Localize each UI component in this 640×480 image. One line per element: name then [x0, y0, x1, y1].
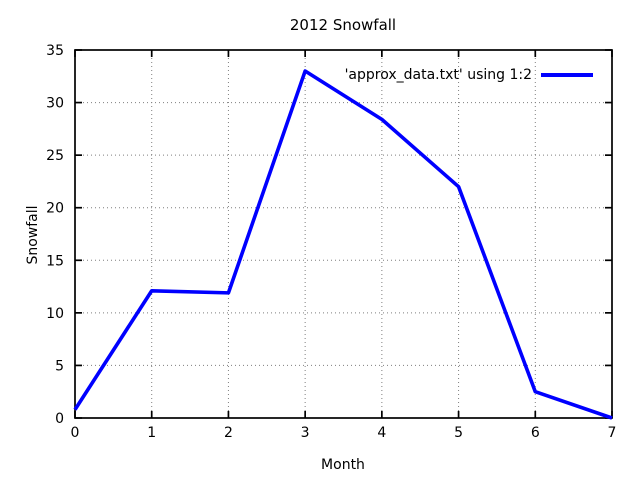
y-tick-label: 0 — [55, 411, 64, 427]
x-tick-label: 1 — [147, 425, 156, 441]
x-tick-label: 2 — [224, 425, 233, 441]
plot-border — [74, 49, 613, 419]
y-axis-label: Snowfall — [25, 205, 41, 265]
y-tick-label: 10 — [46, 306, 64, 322]
legend-series-label: 'approx_data.txt' using 1:2 — [344, 67, 532, 83]
x-tick-label: 6 — [531, 425, 540, 441]
legend: 'approx_data.txt' using 1:2 — [345, 66, 593, 84]
series-line-snowfall — [73, 69, 613, 420]
x-tick-label: 5 — [454, 425, 463, 441]
x-tick-label: 0 — [71, 425, 80, 441]
x-tick-label: 4 — [377, 425, 386, 441]
y-tick-label: 20 — [46, 201, 64, 217]
x-tick-label: 7 — [608, 425, 617, 441]
y-tick-label: 35 — [46, 43, 64, 59]
y-tick-label: 30 — [46, 96, 64, 112]
legend-line-sample — [541, 73, 593, 77]
x-tick-label: 3 — [301, 425, 310, 441]
x-axis-label: Month — [321, 457, 365, 473]
y-tick-label: 5 — [55, 358, 64, 374]
y-tick-label: 15 — [46, 253, 64, 269]
y-tick-label: 25 — [46, 148, 64, 164]
chart-title: 2012 Snowfall — [289, 16, 397, 34]
